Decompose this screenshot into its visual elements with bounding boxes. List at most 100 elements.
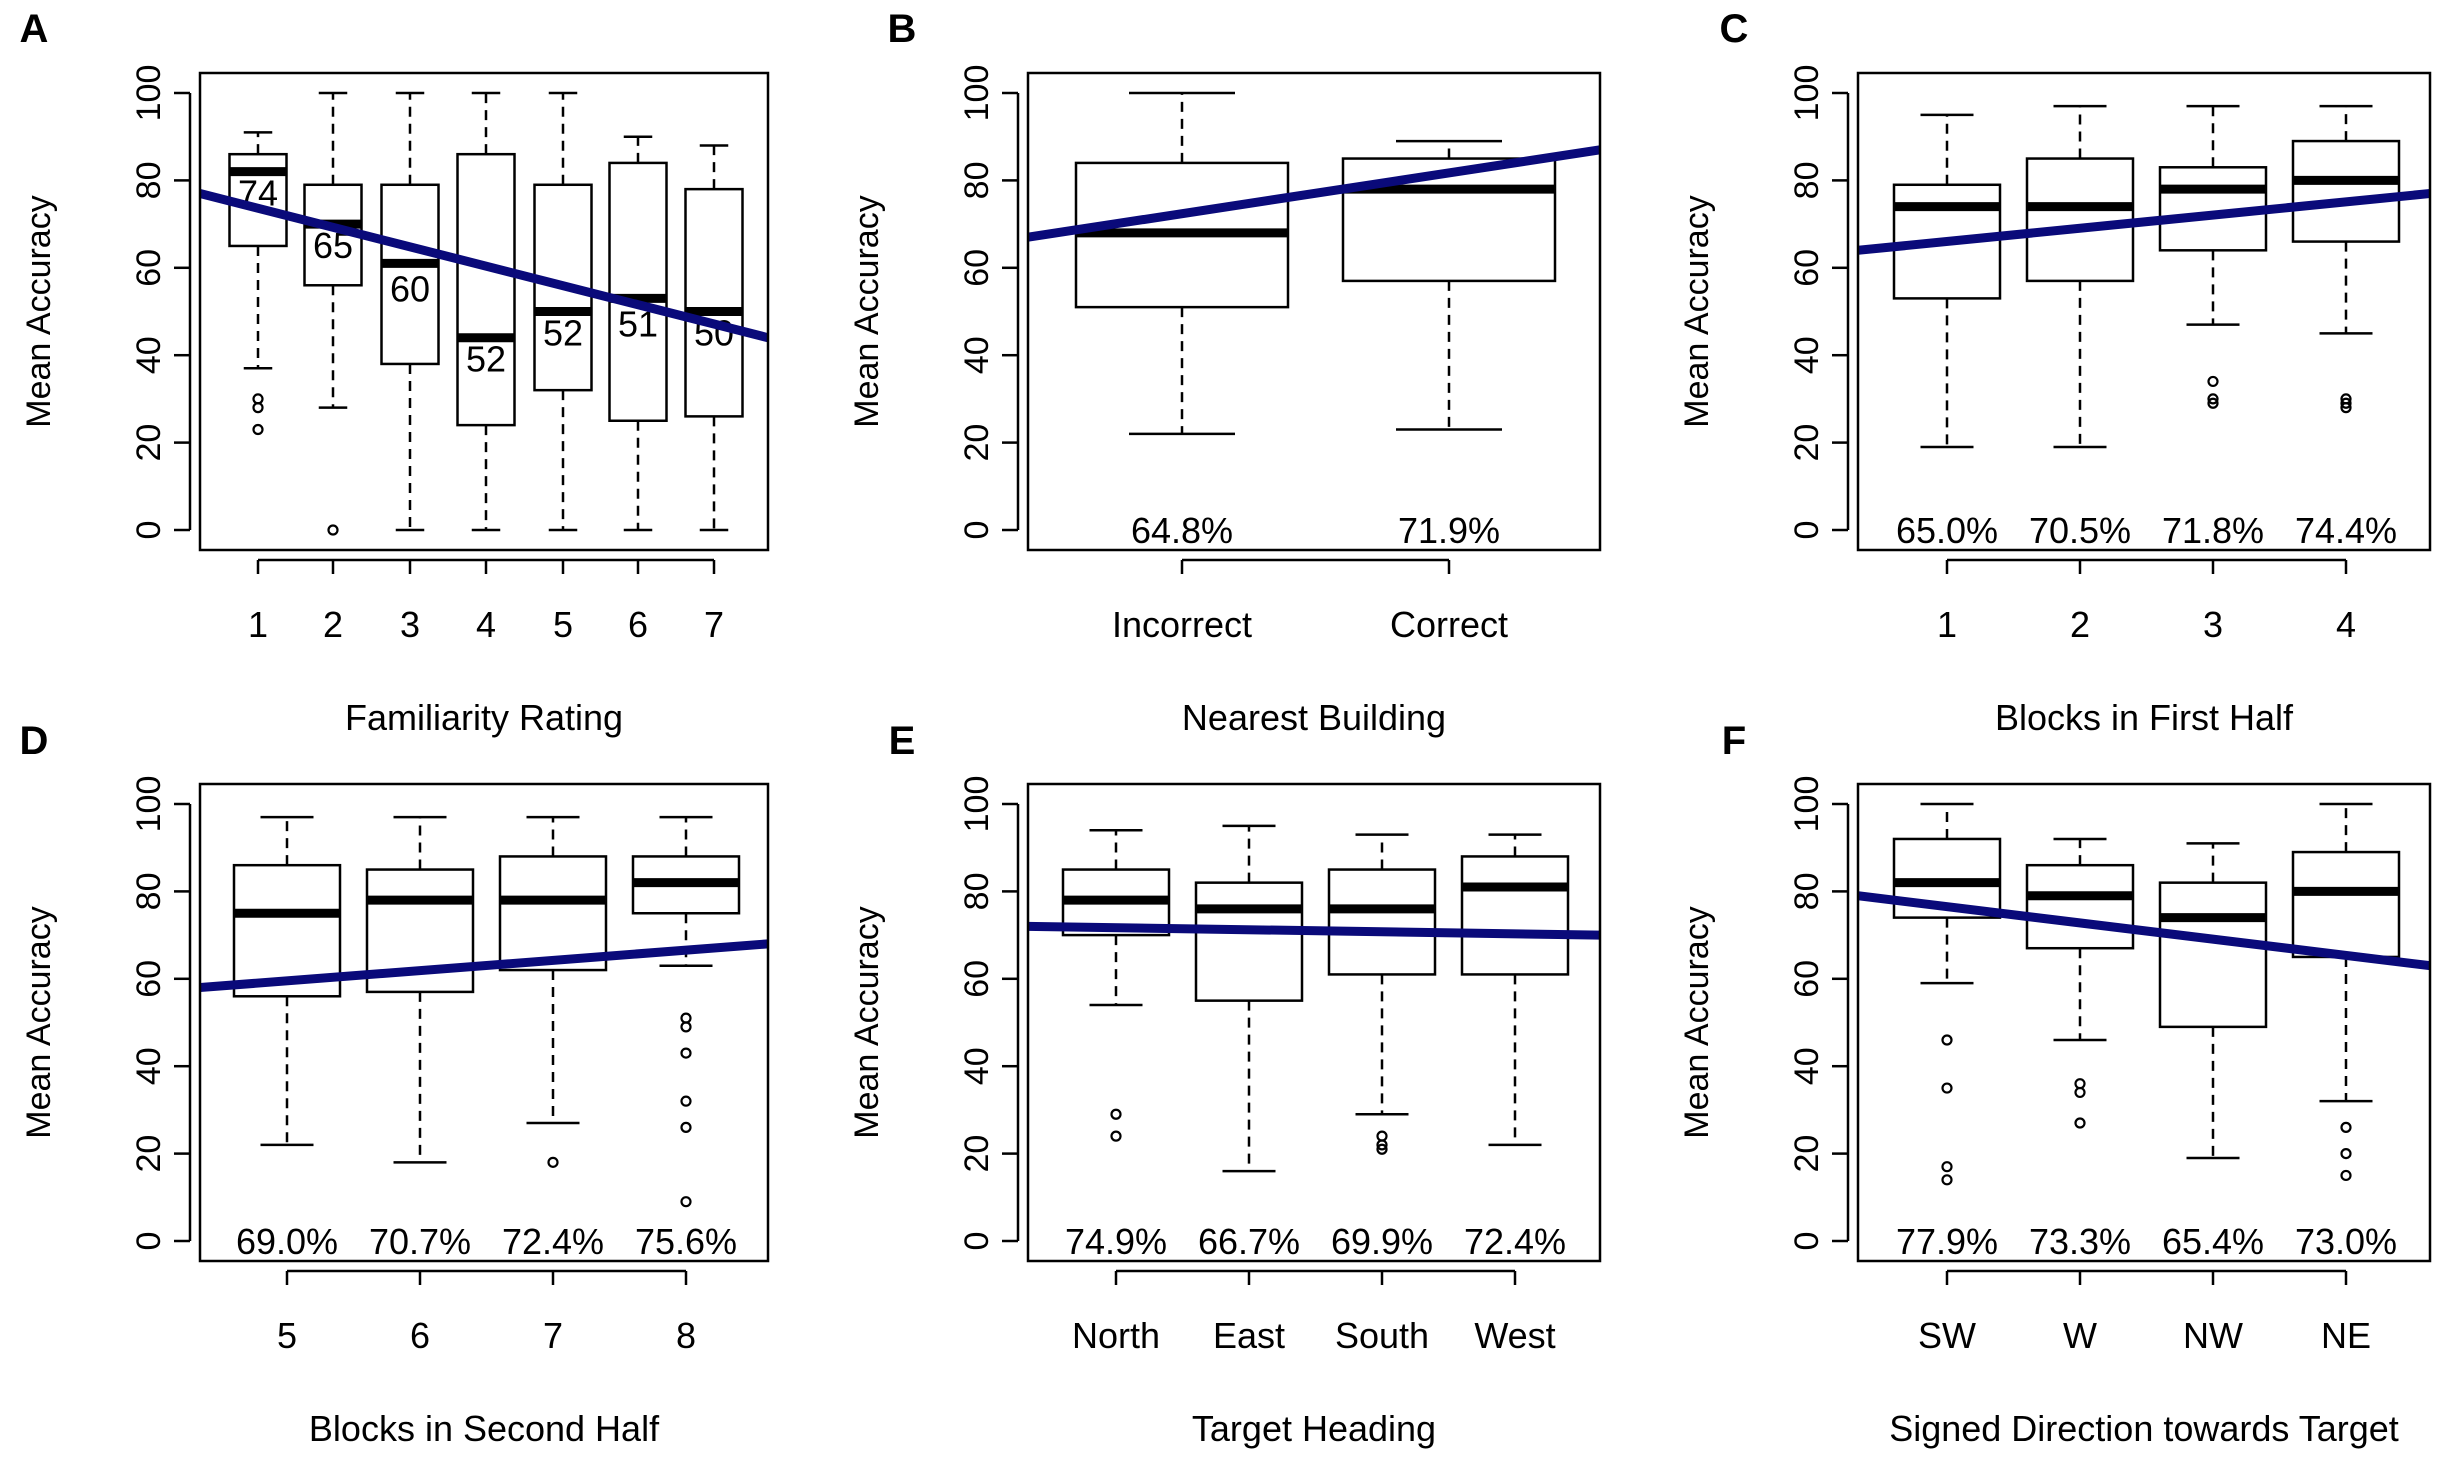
value-label: 64.8% [1131, 510, 1233, 551]
regression-line [1028, 145, 1600, 242]
box-incorrect [1074, 91, 1290, 436]
x-tick-label: NW [2183, 1315, 2243, 1356]
plot-frame [198, 782, 770, 1263]
y-tick-label: 40 [130, 336, 168, 374]
value-label: 74.9% [1065, 1221, 1167, 1262]
outlier-point [1941, 1034, 1953, 1046]
y-tick-label: 20 [1788, 424, 1826, 462]
y-tick-label: 100 [1788, 776, 1826, 833]
outlier-point [2207, 397, 2219, 409]
y-tick-label: 0 [958, 521, 996, 540]
panel-letter: F [1722, 719, 1746, 763]
iqr-box [2025, 157, 2135, 283]
outlier-point [2207, 375, 2219, 388]
box-1 [1892, 113, 2002, 449]
box-north [1061, 828, 1171, 1142]
iqr-box [2158, 881, 2268, 1029]
y-tick-label: 40 [1788, 1047, 1826, 1085]
y-tick-label: 80 [130, 872, 168, 910]
y-tick-label: 40 [1788, 336, 1826, 374]
box-6 [608, 135, 668, 532]
x-tick-label: 7 [704, 604, 724, 645]
outlier-point [2340, 397, 2352, 409]
box-ne [2291, 802, 2401, 1182]
box-correct [1341, 139, 1557, 431]
x-axis-title: Signed Direction towards Target [1889, 1408, 2399, 1449]
iqr-box [365, 868, 475, 994]
y-axis: 0 20 40 60 80 100 Mean Accuracy [848, 776, 1020, 1251]
iqr-box [498, 855, 608, 972]
value-label: 66.7% [1198, 1221, 1300, 1262]
iqr-box [1341, 157, 1557, 283]
box-2 [2025, 104, 2135, 449]
value-label: 71.9% [1398, 510, 1500, 551]
outlier-point [680, 1095, 692, 1107]
y-tick-label: 20 [958, 1135, 996, 1173]
y-axis-title: Mean Accuracy [20, 195, 58, 427]
y-tick-label: 40 [958, 1047, 996, 1085]
plot-frame [1856, 71, 2432, 552]
outlier-point [2074, 1117, 2086, 1129]
y-axis: 0 20 40 60 80 100 Mean Accuracy [1678, 776, 1850, 1251]
x-tick-label: 6 [628, 604, 648, 645]
box-7 [684, 144, 744, 532]
iqr-box [1892, 183, 2002, 300]
regression-line [1858, 189, 2430, 255]
value-label: 65.0% [1896, 510, 1998, 551]
y-tick-label: 60 [130, 249, 168, 287]
outlier-point [1376, 1143, 1388, 1155]
x-tick-label: SW [1918, 1315, 1976, 1356]
outlier-point [1941, 1161, 1953, 1173]
value-label: 60 [390, 269, 430, 310]
value-label: 69.0% [236, 1221, 338, 1262]
x-axis: 1 2 3 4 Blocks in First Half [1937, 558, 2356, 738]
outlier-point [1110, 1130, 1122, 1142]
y-tick-label: 80 [1788, 161, 1826, 199]
value-label: 71.8% [2162, 510, 2264, 551]
y-tick-label: 60 [1788, 249, 1826, 287]
iqr-box [684, 187, 744, 418]
y-tick-label: 0 [958, 1232, 996, 1251]
y-tick-label: 80 [958, 872, 996, 910]
x-axis: Incorrect Correct Nearest Building [1112, 558, 1508, 738]
iqr-box [1460, 855, 1570, 976]
box-w [2025, 837, 2135, 1129]
y-axis: 0 20 40 60 80 100 Mean Accuracy [20, 776, 192, 1250]
y-tick-label: 80 [958, 161, 996, 199]
iqr-box [608, 161, 668, 422]
iqr-box [232, 863, 342, 998]
panel-letter: D [20, 719, 49, 763]
plot-frame [1026, 71, 1602, 552]
value-label: 72.4% [502, 1221, 604, 1262]
y-tick-label: 100 [958, 776, 996, 833]
box-sw [1892, 802, 2002, 1186]
iqr-box [2291, 850, 2401, 959]
y-tick-label: 20 [130, 424, 168, 462]
value-label: 52 [466, 339, 506, 380]
outlier-point [680, 1196, 692, 1208]
y-tick-label: 0 [1788, 521, 1826, 540]
value-label: 72.4% [1464, 1221, 1566, 1262]
iqr-box [1194, 881, 1304, 1002]
value-label: 77.9% [1896, 1221, 1998, 1262]
x-tick-label: 3 [400, 604, 420, 645]
panel-letter: C [1720, 7, 1749, 51]
x-axis: SW W NW NE Signed Direction towards Target [1889, 1269, 2399, 1449]
x-tick-label: 4 [476, 604, 496, 645]
y-tick-label: 60 [958, 960, 996, 998]
x-axis-title: Familiarity Rating [345, 697, 623, 738]
value-label: 73.0% [2295, 1221, 2397, 1262]
iqr-box [1327, 868, 1437, 976]
x-axis: 5 6 7 8 Blocks in Second Half [277, 1269, 696, 1449]
outlier-point [2207, 393, 2219, 405]
panel-letter: B [888, 7, 917, 51]
y-tick-label: 0 [130, 521, 168, 540]
box-5 [232, 815, 342, 1147]
box-6 [365, 815, 475, 1164]
y-axis-title: Mean Accuracy [848, 906, 886, 1138]
outlier-point [1941, 1082, 1953, 1094]
y-tick-label: 0 [1788, 1232, 1826, 1251]
outlier-point [2340, 1121, 2352, 1133]
box-4 [2291, 104, 2401, 414]
x-axis-title: Blocks in Second Half [309, 1408, 660, 1449]
